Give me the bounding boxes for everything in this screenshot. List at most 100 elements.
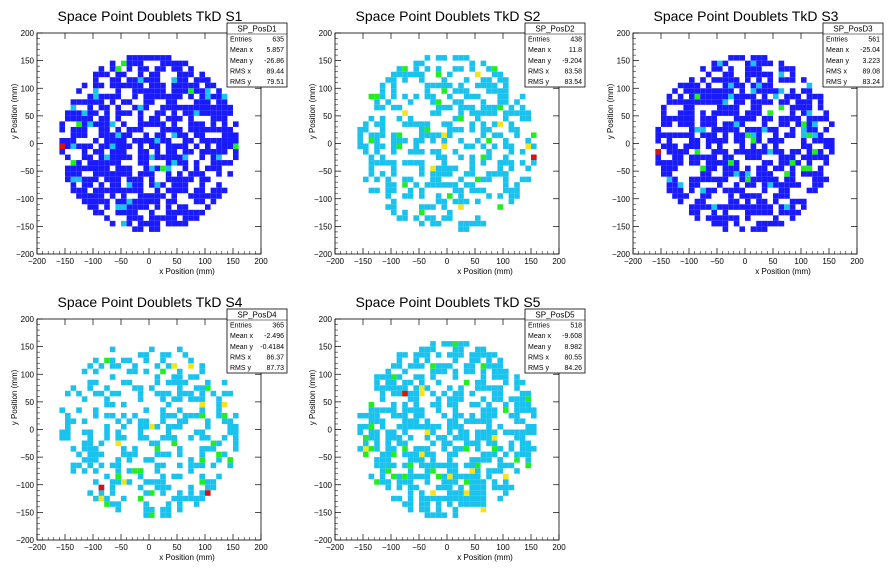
stats-histogram-name: SP_PosD3 [833, 25, 873, 34]
histogram-bin [143, 149, 149, 155]
histogram-bin [199, 171, 205, 177]
histogram-bin [115, 182, 121, 188]
histogram-bin [171, 154, 177, 161]
histogram-bin [666, 171, 673, 177]
histogram-bin [419, 423, 425, 430]
histogram-bin [374, 407, 380, 413]
histogram-bin [705, 204, 712, 210]
histogram-bin [430, 468, 436, 474]
histogram-bin [177, 71, 183, 78]
histogram-bin [407, 451, 414, 458]
histogram-bin [132, 226, 138, 232]
histogram-bin [115, 506, 121, 513]
histogram-bin [109, 346, 116, 353]
histogram-bin [65, 435, 71, 441]
histogram-bin [193, 374, 200, 380]
histogram-bin [761, 209, 768, 216]
histogram-bin [391, 473, 397, 480]
histogram-bin [182, 176, 189, 183]
histogram-bin [165, 198, 172, 205]
histogram-bin [486, 176, 492, 183]
histogram-bin [767, 220, 773, 227]
x-axis-label: x Position (mm) [159, 267, 215, 276]
histogram-bin [205, 143, 211, 150]
histogram-bin [171, 209, 177, 216]
histogram-bin [109, 149, 116, 155]
histogram-bin [221, 93, 228, 100]
histogram-bin [525, 451, 531, 458]
histogram-bin [503, 160, 509, 166]
histogram-bin [171, 115, 177, 122]
y-axis-label: y Position (mm) [308, 369, 317, 425]
histogram-bin [689, 88, 695, 94]
histogram-bin [480, 126, 487, 133]
histogram-bin [475, 435, 481, 441]
histogram-bin [109, 171, 116, 177]
histogram-bin [227, 160, 233, 166]
histogram-bin [756, 82, 762, 89]
histogram-bin [722, 137, 729, 144]
histogram-bin [694, 204, 701, 210]
histogram-bin [182, 160, 189, 166]
histogram-bin [104, 115, 110, 122]
histogram-bin [475, 495, 481, 502]
histogram-bin [728, 193, 734, 199]
histogram-bin [121, 154, 127, 161]
histogram-bin [81, 440, 88, 447]
histogram-bin [121, 165, 127, 172]
histogram-bin [722, 121, 729, 127]
histogram-bin [508, 440, 515, 447]
histogram-bin [801, 171, 807, 177]
histogram-bin [76, 390, 82, 397]
histogram-bin [199, 385, 205, 391]
histogram-bin [402, 110, 408, 116]
histogram-bin [199, 462, 205, 469]
histogram-bin [126, 110, 133, 116]
histogram-bin [497, 462, 503, 469]
histogram-bin [188, 468, 194, 474]
histogram-bin [531, 407, 537, 413]
histogram-bin [93, 165, 99, 172]
histogram-bin [374, 99, 380, 105]
histogram-bin [154, 77, 161, 83]
histogram-bin [121, 143, 127, 150]
histogram-bin [104, 215, 110, 221]
histogram-bin [165, 154, 172, 161]
histogram-bin [480, 479, 487, 485]
histogram-bin [773, 165, 779, 172]
histogram-bin [154, 149, 161, 155]
histogram-bin [711, 88, 717, 94]
histogram-bin [463, 418, 470, 424]
histogram-bin [458, 193, 464, 199]
histogram-bin [666, 137, 673, 144]
histogram-bin [514, 396, 520, 402]
histogram-bin [193, 77, 200, 83]
histogram-bin [188, 412, 194, 419]
histogram-bin [469, 401, 475, 408]
histogram-bin [694, 154, 701, 161]
histogram-bin [497, 165, 503, 172]
histogram-bin [430, 341, 436, 347]
histogram-bin [171, 379, 177, 386]
histogram-bin [93, 204, 99, 210]
histogram-bin [379, 423, 386, 430]
stats-value: 87.73 [266, 365, 284, 372]
histogram-bin [469, 479, 475, 485]
histogram-bin [733, 55, 740, 61]
y-tick-label: 0 [30, 426, 35, 435]
histogram-bin [458, 220, 464, 227]
histogram-bin [441, 412, 447, 419]
histogram-bin [519, 93, 526, 100]
histogram-bin [216, 143, 222, 150]
histogram-bin [683, 193, 689, 199]
histogram-bin [171, 126, 177, 133]
histogram-bin [182, 71, 189, 78]
x-tick-label: −200 [326, 257, 345, 266]
histogram-bin [728, 160, 734, 166]
histogram-bin [93, 110, 99, 116]
histogram-bin [154, 137, 161, 144]
histogram-bin [121, 149, 127, 155]
histogram-bin [739, 137, 745, 144]
histogram-bin [739, 187, 745, 194]
histogram-bin [430, 182, 436, 188]
